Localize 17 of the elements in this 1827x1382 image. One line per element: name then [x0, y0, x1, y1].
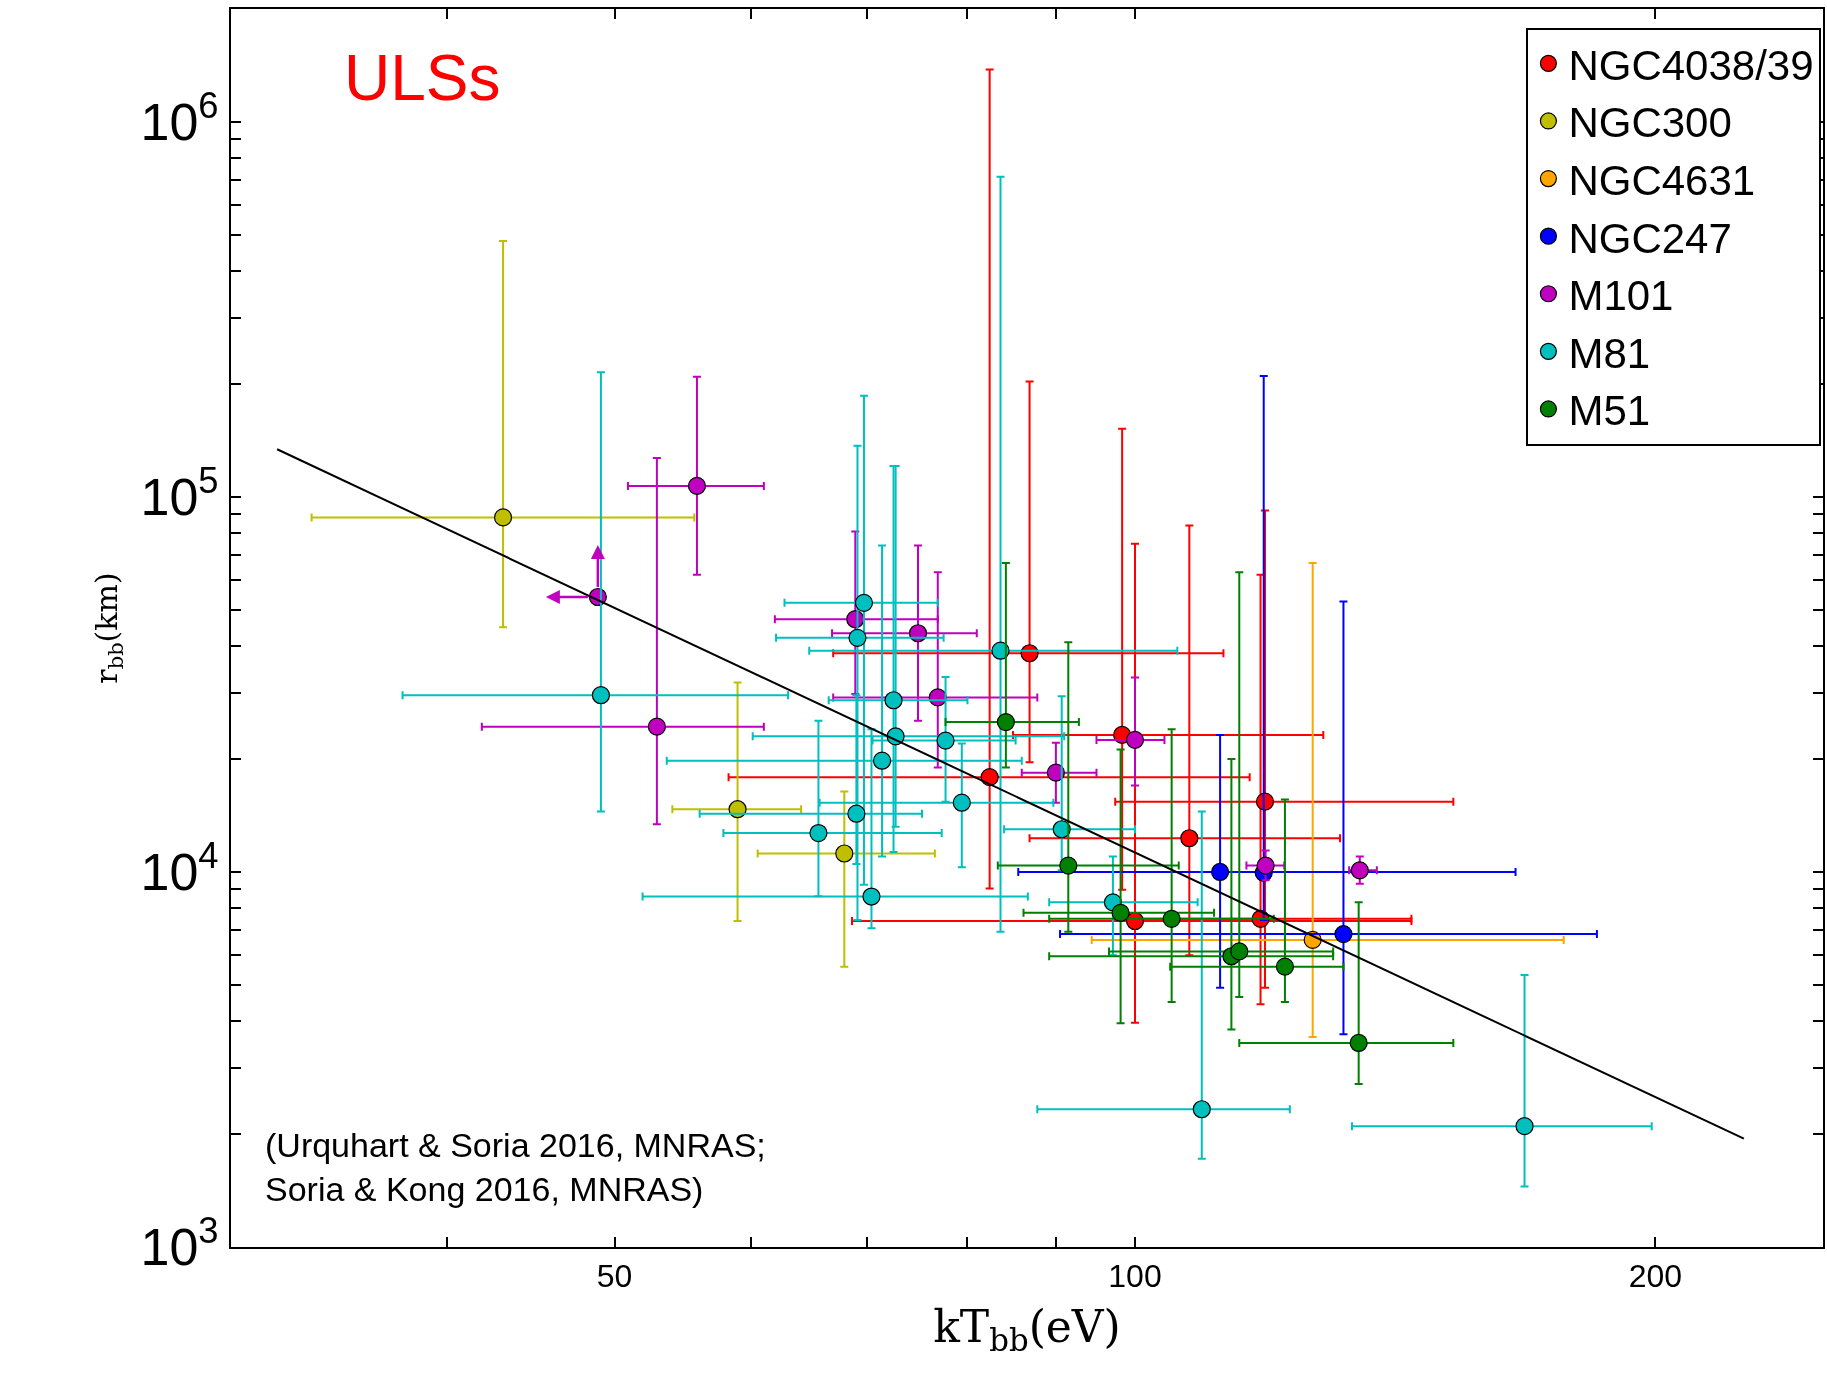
legend-label: M101	[1568, 272, 1674, 320]
legend-label: M51	[1568, 387, 1651, 435]
x-tick-label: 200	[1628, 1258, 1683, 1295]
annotation: ULSs	[344, 42, 501, 114]
legend-label: NGC300	[1568, 99, 1732, 147]
y-tick-label: 10$^{5}$	[140, 460, 219, 527]
legend-label: NGC4038/39	[1568, 41, 1814, 89]
x-tick-label: 100	[1108, 1258, 1162, 1295]
x-axis-title: kT$_{bb}$(eV)	[933, 1301, 1121, 1359]
y-tick-label: 10$^{3}$	[140, 1210, 219, 1277]
legend-label: NGC247	[1568, 214, 1732, 262]
y-tick-label: 10$^{6}$	[140, 85, 219, 152]
annotation: (Urquhart & Soria 2016, MNRAS; Soria & Kong 2016, MNRAS)	[265, 1126, 766, 1209]
x-tick-label: 50	[596, 1258, 633, 1295]
legend-label: NGC4631	[1568, 156, 1756, 204]
y-tick-label: 10$^{4}$	[140, 835, 219, 902]
legend-label: M81	[1568, 329, 1651, 377]
